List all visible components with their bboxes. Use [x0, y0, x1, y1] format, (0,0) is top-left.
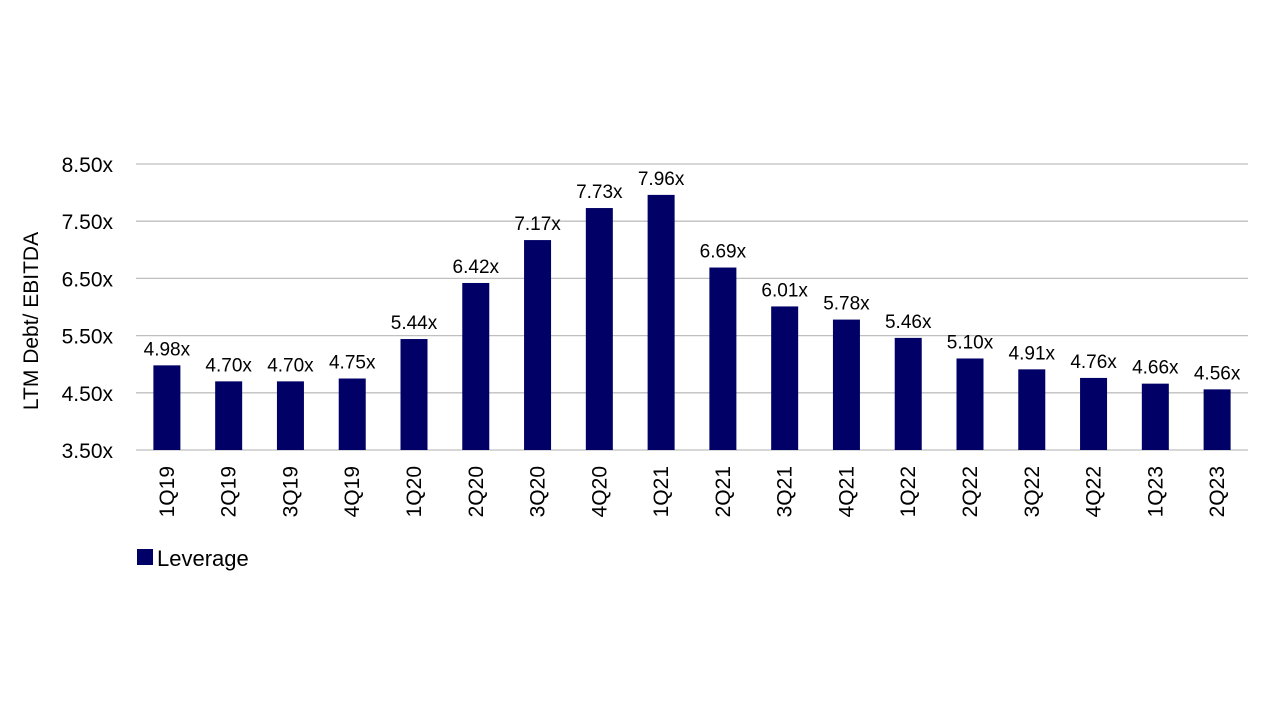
x-tick-label: 3Q19 — [279, 466, 302, 517]
x-tick-label: 2Q20 — [465, 466, 488, 517]
y-tick-label: 5.50x — [62, 326, 114, 349]
x-tick-label: 1Q23 — [1144, 466, 1167, 517]
bar — [771, 306, 799, 450]
legend-label: Leverage — [157, 546, 249, 571]
y-tick-label: 6.50x — [62, 268, 114, 291]
data-label: 7.96x — [638, 169, 685, 190]
data-label: 5.10x — [947, 332, 994, 353]
bar — [1203, 389, 1231, 450]
y-axis-ticks: 3.50x 4.50x 5.50x 6.50x 7.50x 8.50x — [62, 154, 114, 463]
x-tick-label: 4Q21 — [835, 466, 858, 517]
data-label: 4.70x — [205, 355, 252, 376]
x-tick-label: 1Q21 — [650, 466, 673, 517]
data-label: 6.01x — [761, 280, 808, 301]
y-tick-label: 7.50x — [62, 211, 114, 234]
data-label: 6.42x — [453, 257, 500, 278]
bar — [585, 208, 613, 450]
x-tick-label: 2Q21 — [712, 466, 735, 517]
data-label: 5.78x — [823, 294, 870, 315]
x-axis-ticks: 1Q19 2Q19 3Q19 4Q19 1Q20 2Q20 3Q20 4Q20 1Q21 2Q21… — [156, 466, 1229, 517]
bar — [709, 267, 737, 450]
bar — [894, 337, 922, 450]
x-tick-label: 1Q22 — [897, 466, 920, 517]
y-axis-label: LTM Debt/ EBITDA — [20, 232, 43, 410]
x-tick-label: 2Q22 — [959, 466, 982, 517]
data-label: 4.91x — [1009, 343, 1056, 364]
y-tick-label: 4.50x — [62, 383, 114, 406]
x-tick-label: 4Q22 — [1083, 466, 1106, 517]
legend: Leverage — [137, 546, 249, 571]
x-tick-label: 4Q19 — [341, 466, 364, 517]
data-labels: 4.98x 4.70x 4.70x 4.75x 5.44x 6.42x 7.17x 7.73x… — [144, 169, 1241, 384]
bar — [153, 365, 181, 450]
bar — [462, 282, 490, 450]
bar — [338, 378, 366, 450]
data-label: 6.69x — [700, 242, 747, 263]
bar — [215, 381, 243, 450]
data-label: 5.44x — [391, 313, 438, 334]
gridlines — [136, 163, 1248, 451]
x-tick-label: 2Q19 — [218, 466, 241, 517]
bar — [400, 339, 428, 450]
x-tick-label: 1Q19 — [156, 466, 179, 517]
bar — [956, 358, 984, 450]
data-label: 4.75x — [329, 353, 376, 374]
legend-swatch — [137, 549, 153, 565]
data-label: 5.46x — [885, 312, 932, 333]
bar — [647, 194, 675, 450]
bar — [276, 381, 304, 450]
bar — [1141, 383, 1169, 450]
bar — [1018, 369, 1046, 450]
y-tick-label: 3.50x — [62, 440, 114, 463]
bar — [524, 240, 552, 450]
x-tick-label: 3Q21 — [774, 466, 797, 517]
data-label: 4.66x — [1132, 358, 1179, 379]
x-tick-label: 3Q20 — [527, 466, 550, 517]
y-tick-label: 8.50x — [62, 154, 114, 177]
data-label: 4.70x — [267, 355, 314, 376]
data-label: 4.56x — [1194, 363, 1241, 384]
data-label: 7.17x — [514, 214, 561, 235]
data-label: 4.98x — [144, 339, 191, 360]
data-label: 7.73x — [576, 182, 623, 203]
x-tick-label: 2Q23 — [1206, 466, 1229, 517]
data-label: 4.76x — [1070, 352, 1117, 373]
x-tick-label: 4Q20 — [588, 466, 611, 517]
x-tick-label: 1Q20 — [403, 466, 426, 517]
bar — [1080, 377, 1108, 450]
x-tick-label: 3Q22 — [1021, 466, 1044, 517]
bars — [153, 194, 1231, 450]
bar — [832, 319, 860, 450]
